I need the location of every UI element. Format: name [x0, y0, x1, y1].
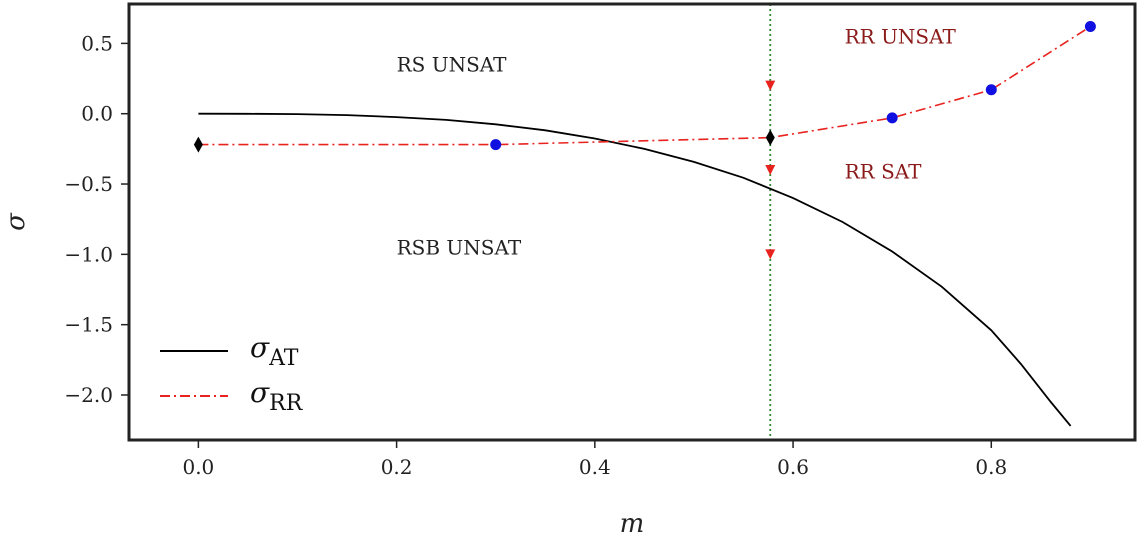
y-axis-label: σ: [1, 212, 31, 231]
y-tick-label: 0.0: [81, 102, 113, 126]
legend: σAT σRR: [160, 331, 304, 416]
plot-area: RS UNSAT RSB UNSAT RR UNSAT RR SAT: [193, 4, 1096, 440]
x-tick-label: 0.6: [777, 455, 809, 479]
x-axis-label: m: [620, 509, 645, 538]
y-tick-label: −1.5: [64, 313, 113, 337]
red-triangle-marker: [765, 249, 776, 260]
blue-data-point: [985, 84, 997, 96]
series-line-sigma-rr: [198, 25, 1091, 146]
x-tick-label: 0.2: [381, 455, 413, 479]
blue-data-point: [1084, 21, 1096, 33]
blue-data-point: [886, 112, 898, 124]
region-label: RR UNSAT: [845, 24, 957, 48]
y-tick-label: −0.5: [64, 172, 113, 196]
x-tick-label: 0.0: [182, 455, 214, 479]
y-tick-label: 0.5: [81, 31, 113, 55]
black-diamond-marker: [193, 136, 203, 153]
red-triangle-marker: [765, 80, 776, 91]
legend-label-sigma-at: σAT: [250, 331, 299, 371]
x-tick-label: 0.4: [579, 455, 611, 479]
y-tick-label: −2.0: [64, 383, 113, 407]
region-label: RS UNSAT: [397, 52, 508, 76]
x-tick-label: 0.8: [975, 455, 1007, 479]
legend-label-sigma-rr: σRR: [250, 376, 304, 416]
black-diamond-marker: [765, 129, 775, 146]
red-triangle-marker: [765, 164, 776, 175]
region-label: RSB UNSAT: [397, 235, 522, 259]
y-tick-label: −1.0: [64, 242, 113, 266]
axis-ticks: 0.0 0.2 0.4 0.6 0.8 0.5 0.0 −0.5 −1.0 −1.5 −2.0: [64, 31, 1007, 479]
blue-data-point: [490, 139, 502, 151]
plot-frame: [127, 2, 1137, 442]
region-label: RR SAT: [845, 159, 923, 183]
series-line-sigma-at: [198, 112, 1072, 427]
